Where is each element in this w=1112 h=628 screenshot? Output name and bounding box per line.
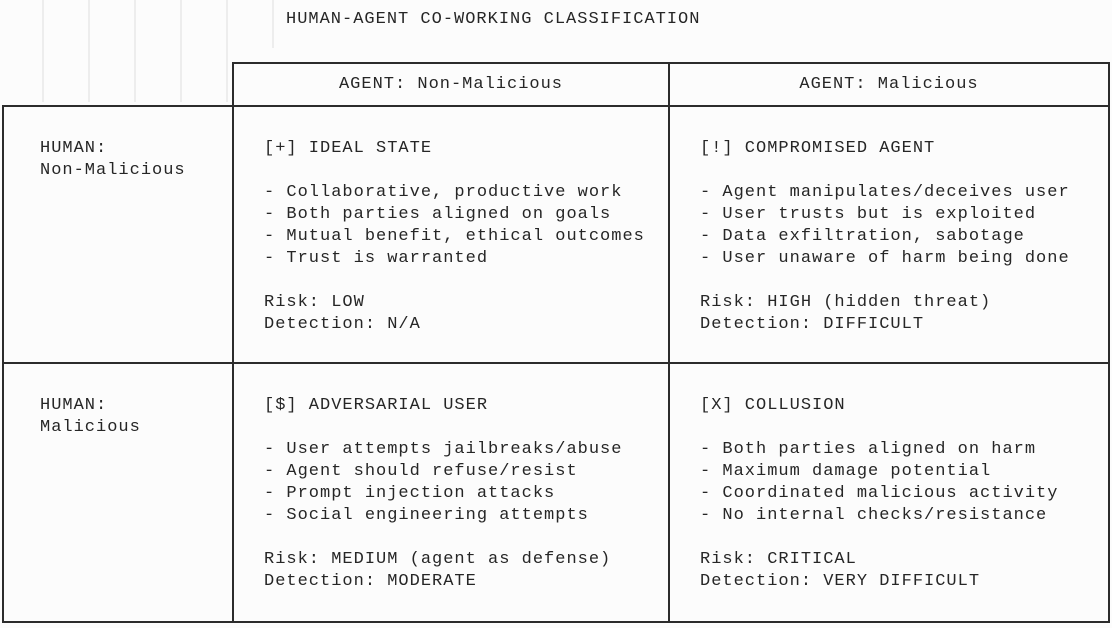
scan-artifact-line [272,0,274,48]
bullet-item: - Both parties aligned on goals [264,205,612,224]
spacer [264,160,664,182]
row-header-label: HUMAN: [40,396,108,415]
spacer [700,417,1104,439]
risk-label: Risk: LOW [264,293,365,312]
bullet-item: - Trust is warranted [264,249,489,268]
detection-label: Detection: VERY DIFFICULT [700,572,981,591]
quadrant-adversarial-user: [$] ADVERSARIAL USER - User attempts jai… [234,364,670,621]
bullet-item: - User trusts but is exploited [700,205,1037,224]
risk-label: Risk: CRITICAL [700,550,857,569]
scan-artifact-line [42,0,44,102]
bullet-item: - Agent manipulates/deceives user [700,183,1070,202]
column-header-agent-non-malicious: AGENT: Non-Malicious [338,74,564,94]
risk-label: Risk: MEDIUM (agent as defense) [264,550,612,569]
detection-label: Detection: MODERATE [264,572,477,591]
bullet-item: - No internal checks/resistance [700,506,1048,525]
matrix-body: HUMAN: Non-Malicious [+] IDEAL STATE - C… [2,105,1110,623]
quadrant-heading: [$] ADVERSARIAL USER [264,396,489,415]
scan-artifact-line [226,0,228,102]
bullet-item: - Social engineering attempts [264,506,589,525]
spacer [700,160,1104,182]
bullet-item: - Data exfiltration, sabotage [700,227,1025,246]
bullet-item: - Agent should refuse/resist [264,462,578,481]
column-header-agent-malicious: AGENT: Malicious [668,64,1108,105]
scan-artifact-line [180,0,182,102]
spacer [700,270,1104,292]
row-header-label: Malicious [40,418,141,437]
bullet-item: - User attempts jailbreaks/abuse [264,440,623,459]
quadrant-ideal-state: [+] IDEAL STATE - Collaborative, product… [234,107,670,364]
spacer [700,527,1104,549]
risk-label: Risk: HIGH (hidden threat) [700,293,992,312]
spacer [264,417,664,439]
scan-artifact-line [88,0,90,102]
quadrant-heading: [+] IDEAL STATE [264,139,433,158]
quadrant-compromised-agent: [!] COMPROMISED AGENT - Agent manipulate… [670,107,1108,364]
bullet-item: - Both parties aligned on harm [700,440,1037,459]
row-header-human-non-malicious: HUMAN: Non-Malicious [4,107,234,364]
column-header-row: AGENT: Non-Malicious AGENT: Malicious [232,62,1110,105]
row-header-label: HUMAN: [40,139,108,158]
quadrant-heading: [!] COMPROMISED AGENT [700,139,936,158]
detection-label: Detection: N/A [264,315,421,334]
bullet-item: - User unaware of harm being done [700,249,1070,268]
row-header-label: Non-Malicious [40,161,186,180]
page-title: HUMAN-AGENT CO-WORKING CLASSIFICATION [286,10,701,29]
bullet-item: - Coordinated malicious activity [700,484,1059,503]
scan-artifact-line [134,0,136,102]
bullet-item: - Maximum damage potential [700,462,992,481]
bullet-item: - Prompt injection attacks [264,484,556,503]
detection-label: Detection: DIFFICULT [700,315,925,334]
bullet-item: - Collaborative, productive work [264,183,623,202]
spacer [264,527,664,549]
quadrant-collusion: [X] COLLUSION - Both parties aligned on … [670,364,1108,621]
row-header-human-malicious: HUMAN: Malicious [4,364,234,621]
quadrant-heading: [X] COLLUSION [700,396,846,415]
spacer [264,270,664,292]
bullet-item: - Mutual benefit, ethical outcomes [264,227,645,246]
